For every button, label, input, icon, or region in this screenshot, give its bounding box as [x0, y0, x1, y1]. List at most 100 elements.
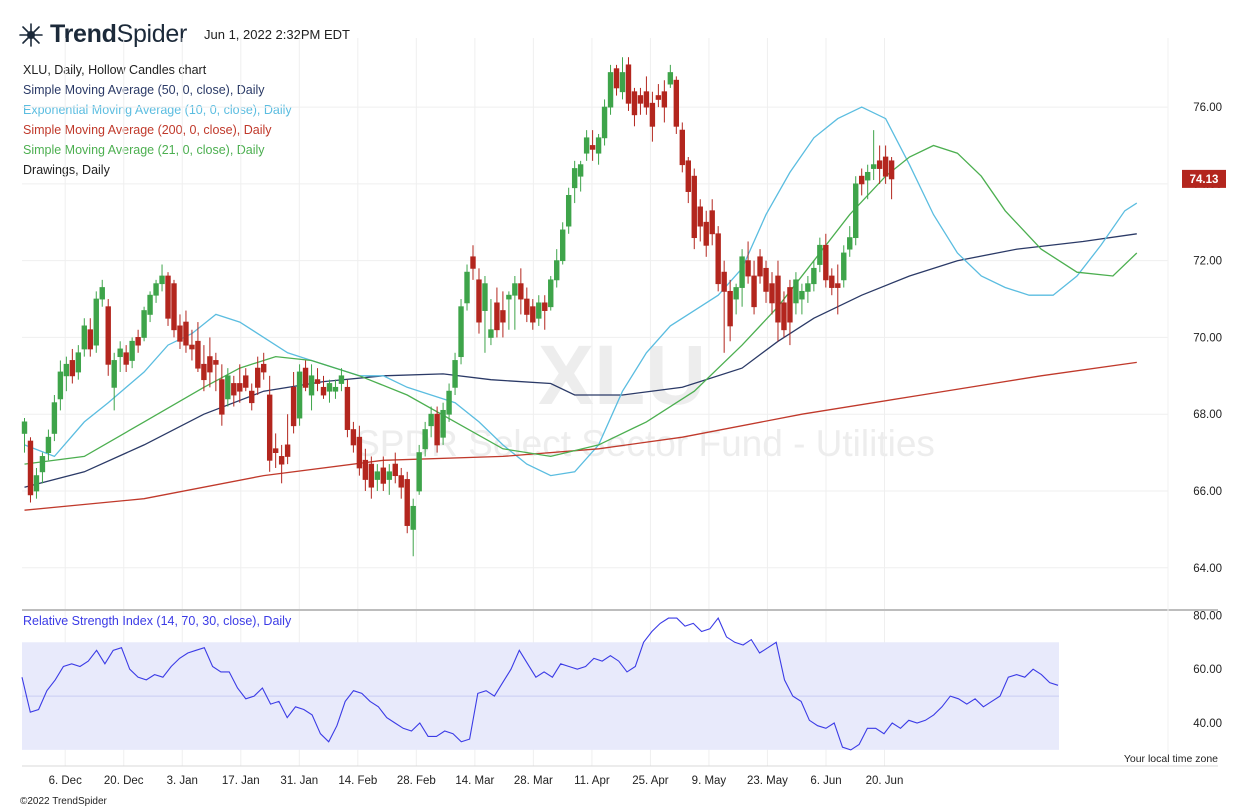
- candle-body: [207, 356, 213, 373]
- legend-item-sma50[interactable]: Simple Moving Average (50, 0, close), Da…: [23, 83, 265, 97]
- candle: [440, 402, 446, 445]
- candle: [141, 306, 147, 342]
- candle-body: [51, 402, 58, 434]
- candle-body: [709, 210, 715, 235]
- candle: [404, 471, 410, 534]
- x-tick-label: 23. May: [747, 775, 788, 787]
- candle-body: [213, 360, 219, 365]
- candle-body: [619, 72, 626, 93]
- candle-body: [500, 310, 506, 323]
- candle: [171, 279, 177, 338]
- candle: [560, 222, 566, 265]
- candle-body: [129, 340, 135, 361]
- candle: [787, 279, 793, 346]
- candle-body: [757, 256, 763, 277]
- candle: [123, 345, 129, 372]
- candle-body: [302, 367, 309, 388]
- candle-body: [530, 306, 536, 323]
- candle-body: [452, 360, 458, 388]
- candle: [853, 176, 859, 246]
- candle: [410, 498, 416, 557]
- legend-item-drawings[interactable]: Drawings, Daily: [23, 163, 110, 177]
- candle-body: [583, 137, 590, 154]
- candle: [278, 444, 285, 484]
- candle: [33, 467, 40, 499]
- candle-body: [141, 310, 147, 338]
- candle: [571, 160, 578, 204]
- x-tick-label: 14. Mar: [455, 775, 494, 787]
- candle-body: [882, 156, 889, 177]
- candle-body: [560, 229, 566, 262]
- candle-body: [607, 72, 614, 108]
- candle: [727, 279, 733, 342]
- candle: [99, 279, 105, 307]
- candle: [446, 383, 452, 422]
- candle: [39, 452, 46, 484]
- candle-body: [272, 448, 279, 454]
- candle-body: [410, 505, 416, 530]
- candle-body: [781, 302, 787, 331]
- candle-body: [739, 256, 745, 288]
- candle-body: [255, 367, 261, 388]
- candle: [512, 276, 518, 330]
- candle-body: [362, 459, 369, 480]
- candle: [213, 352, 219, 392]
- legend-item-sma21[interactable]: Simple Moving Average (21, 0, close), Da…: [23, 143, 265, 157]
- candle-body: [715, 233, 721, 285]
- rsi-panel: [21, 617, 1059, 751]
- candle-body: [876, 160, 883, 169]
- candle-body: [266, 394, 273, 461]
- candle: [368, 456, 375, 499]
- candle: [595, 133, 602, 165]
- candle: [589, 130, 596, 161]
- candle: [661, 80, 668, 123]
- candle-body: [470, 256, 476, 269]
- candle-body: [398, 475, 404, 488]
- timezone-label[interactable]: Your local time zone: [1123, 753, 1218, 765]
- candle: [81, 318, 87, 357]
- candle: [876, 145, 883, 184]
- candle: [183, 310, 189, 353]
- candle: [159, 264, 165, 292]
- candle: [266, 375, 273, 472]
- candle: [703, 210, 709, 257]
- candle-body: [123, 352, 129, 365]
- legend-item-sma200[interactable]: Simple Moving Average (200, 0, close), D…: [23, 123, 272, 137]
- candle-body: [745, 260, 751, 277]
- candle: [643, 76, 650, 115]
- x-tick-label: 11. Apr: [574, 775, 610, 787]
- candle: [847, 226, 853, 257]
- legend-item-price[interactable]: XLU, Daily, Hollow Candles chart: [23, 63, 207, 77]
- candle-body: [296, 371, 303, 419]
- x-tick-label: 17. Jan: [222, 775, 260, 787]
- candle: [69, 348, 76, 384]
- candle-body: [870, 164, 877, 169]
- candle: [679, 122, 685, 173]
- x-tick-label: 28. Mar: [514, 775, 553, 787]
- candle: [799, 283, 805, 315]
- candle: [805, 276, 811, 303]
- candle: [416, 444, 422, 495]
- candle-body: [775, 275, 781, 323]
- candle-body: [171, 283, 177, 331]
- legend-item-ema10[interactable]: Exponential Moving Average (10, 0, close…: [23, 103, 292, 117]
- candles: [21, 57, 895, 557]
- rsi-legend[interactable]: Relative Strength Index (14, 70, 30, clo…: [23, 614, 292, 628]
- candle-body: [554, 260, 560, 281]
- candle-body: [733, 287, 739, 300]
- candle: [721, 260, 727, 353]
- candle: [565, 187, 572, 234]
- candle-body: [320, 386, 327, 396]
- candle: [189, 329, 195, 361]
- candle-body: [326, 383, 333, 392]
- candle: [769, 272, 775, 315]
- candle-body: [290, 386, 297, 427]
- candle: [655, 84, 662, 108]
- candle: [859, 168, 865, 196]
- candle: [27, 437, 34, 503]
- candle: [290, 371, 297, 434]
- candle: [237, 364, 243, 403]
- candle-body: [685, 160, 691, 192]
- copyright: ©2022 TrendSpider: [20, 796, 107, 807]
